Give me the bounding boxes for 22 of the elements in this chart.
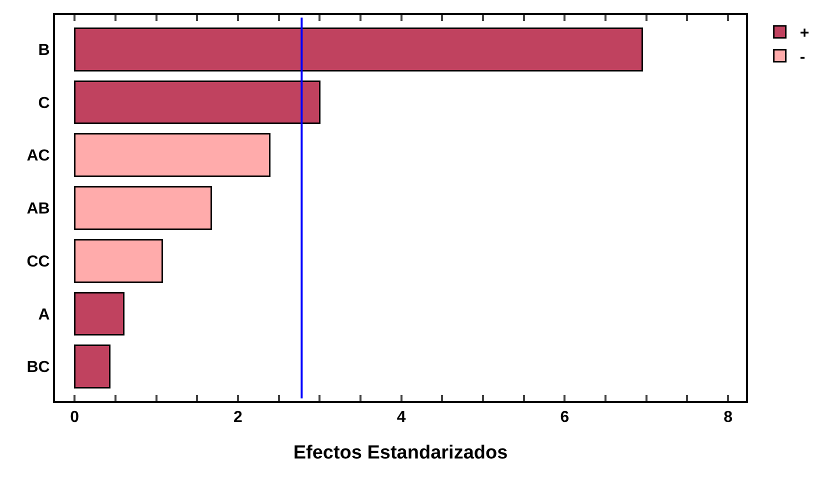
y-tick-label: AB	[26, 200, 50, 218]
y-tick-label: B	[38, 42, 50, 59]
legend-label: +	[800, 25, 810, 42]
x-tick-label: 2	[234, 409, 243, 426]
y-tick-label: C	[38, 94, 50, 112]
bar	[74, 27, 644, 72]
legend-label: -	[800, 48, 806, 66]
x-tick-label: 8	[724, 409, 733, 426]
x-tick-label: 4	[396, 409, 406, 426]
bar	[74, 344, 110, 389]
bar	[74, 133, 271, 178]
x-tick-label: 6	[560, 409, 570, 426]
y-tick-label: CC	[26, 253, 50, 270]
bar	[74, 238, 163, 283]
bar	[74, 292, 124, 336]
y-tick-label: A	[38, 306, 50, 324]
x-tick-label: 0	[70, 409, 80, 426]
y-tick-label: AC	[26, 148, 50, 165]
bar	[74, 186, 212, 230]
y-tick-label: BC	[26, 359, 50, 376]
bar	[74, 80, 320, 124]
x-axis-title: Efectos Estandarizados	[293, 442, 508, 464]
